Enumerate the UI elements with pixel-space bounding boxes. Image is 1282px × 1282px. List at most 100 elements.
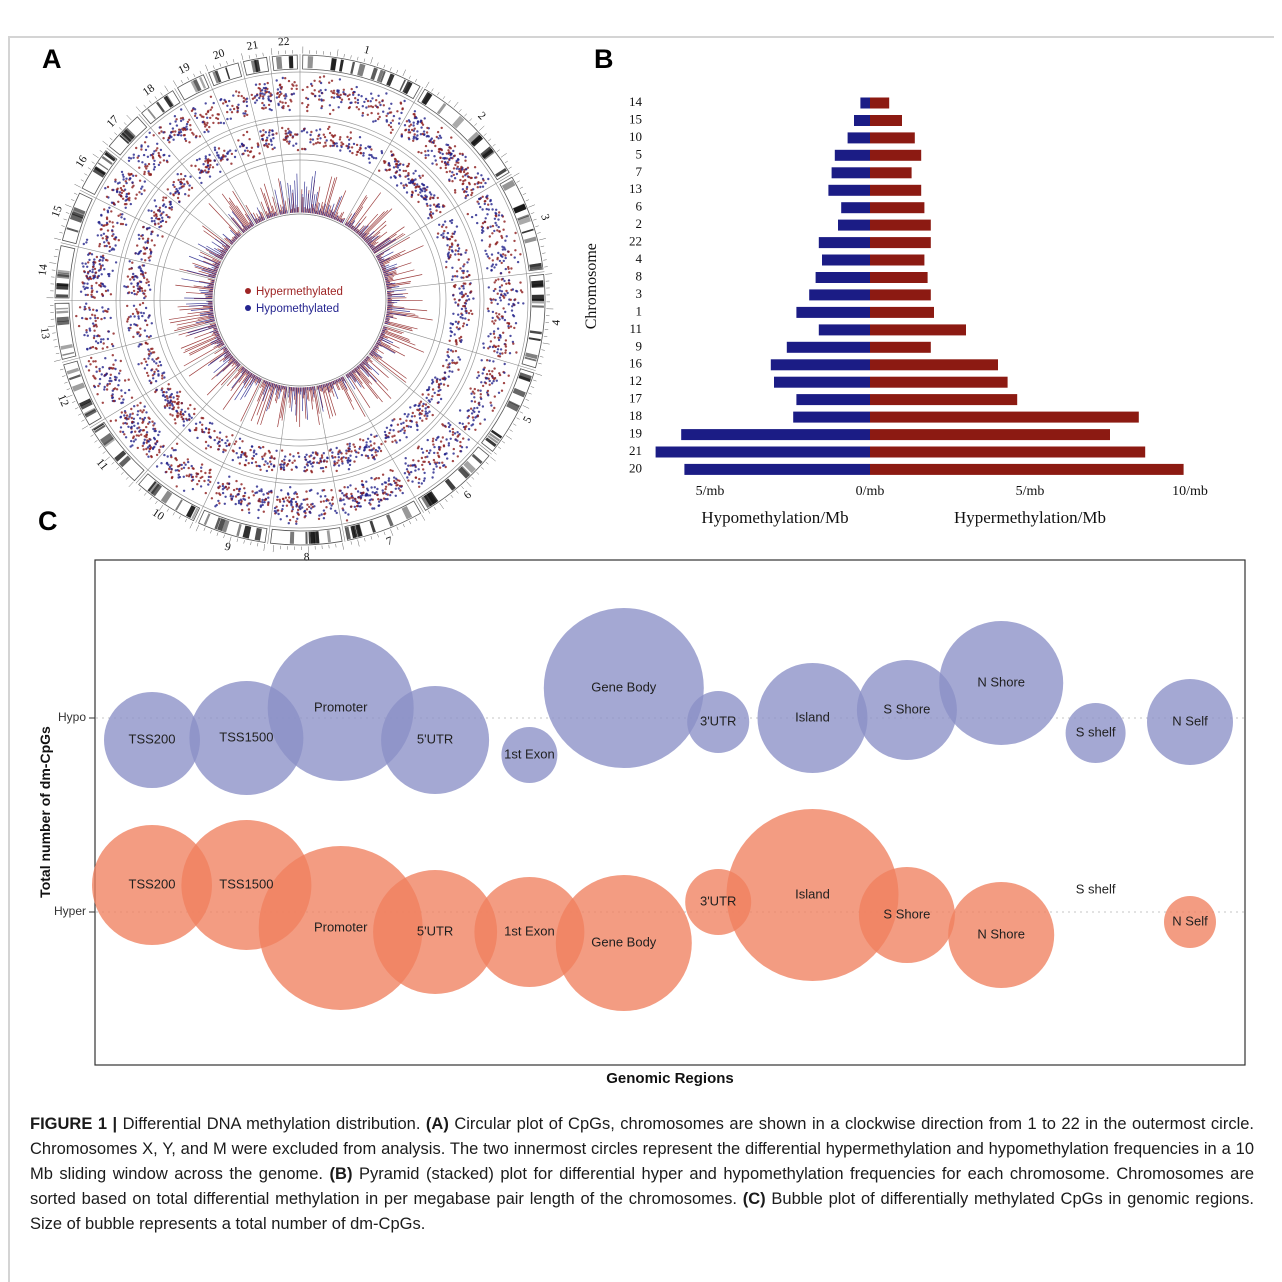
pyramid-bars (655, 97, 1184, 475)
bar-hyper-chr10 (870, 132, 915, 144)
caption-segment: (C) (742, 1190, 766, 1209)
bar-hyper-chr2 (870, 219, 931, 231)
bar-hypo-chr2 (838, 219, 870, 231)
bubble-label-hyper-5-utr: 5'UTR (417, 923, 453, 938)
bar-hyper-chr13 (870, 184, 922, 196)
methylation-frequency-spike-ring (168, 171, 433, 428)
svg-text:4: 4 (550, 319, 562, 326)
pyramid-row-label-1: 1 (636, 303, 643, 318)
pyramid-row-label-20: 20 (629, 460, 642, 475)
bar-hypo-chr3 (809, 289, 870, 301)
bubble-label-hypo-island: Island (795, 709, 830, 724)
scatter-ring-inner (123, 125, 475, 474)
pyramid-row-label-18: 18 (629, 408, 642, 423)
bubble-hypo-island (757, 663, 868, 773)
pyramid-row-label-6: 6 (636, 199, 643, 214)
legend-label: Hypomethylated (256, 303, 339, 315)
bar-hyper-chr14 (870, 97, 890, 109)
pyramid-row-label-12: 12 (629, 373, 642, 388)
bubble-label-hyper-tss200: TSS200 (129, 876, 176, 891)
svg-text:1: 1 (363, 44, 372, 57)
bubble-label-hypo-1st-exon: 1st Exon (504, 746, 555, 761)
bar-hyper-chr5 (870, 149, 922, 161)
pyramid-row-label-21: 21 (629, 443, 642, 458)
bubble-hyper-s-shore (858, 867, 955, 963)
bubble-hypo-promoter (267, 635, 414, 781)
bar-hypo-chr22 (818, 237, 870, 249)
scatter-ring-outer (75, 75, 525, 525)
bubble-labels-hypo: TSS200 TSS1500 Promoter 5'UTR 1st Exon Gene B… (129, 674, 1209, 761)
bar-hyper-chr15 (870, 115, 902, 126)
bar-hypo-chr15 (854, 115, 870, 126)
caption-segment: Differential DNA methylation distributio… (122, 1115, 426, 1133)
bubble-labels-hyper: TSS200 TSS1500 Promoter 5'UTR 1st Exon Gene B… (129, 876, 1209, 949)
svg-text:5: 5 (521, 414, 534, 425)
svg-text:13: 13 (38, 327, 51, 340)
bubble-label-hyper-s-shelf: S shelf (1076, 881, 1116, 896)
svg-text:9: 9 (223, 541, 232, 554)
legend-dot-hypomethylated (245, 305, 251, 311)
svg-text:11: 11 (94, 457, 110, 473)
bubbles-hypo (104, 608, 1233, 795)
svg-text:17: 17 (105, 113, 122, 130)
bubble-hyper-5-utr (373, 870, 498, 994)
pyramid-row-label-19: 19 (629, 426, 642, 441)
bar-hypo-chr17 (796, 394, 870, 406)
bar-hypo-chr8 (815, 272, 870, 283)
x-tick-label: 5/mb (1016, 484, 1045, 499)
bar-hypo-chr20 (684, 463, 870, 475)
bar-hyper-chr6 (870, 202, 925, 214)
bubble-hypo-3-utr (687, 691, 750, 753)
bubble-label-hypo-n-self: N Self (1172, 713, 1208, 728)
bubble-hyper-n-self (1164, 896, 1216, 948)
caption-segment: (B) (329, 1165, 353, 1184)
row-label-hypo: Hypo (58, 710, 86, 724)
svg-text:22: 22 (278, 36, 290, 49)
bar-hypo-chr19 (681, 429, 870, 441)
frame-border-top (8, 36, 1274, 38)
svg-text:18: 18 (141, 82, 158, 99)
coordinate-tick-ring (46, 46, 554, 554)
x-tick-label: 0/mb (856, 484, 885, 499)
bubble-row-labels: Hypo Hyper (54, 710, 95, 918)
bar-hyper-chr8 (870, 272, 928, 283)
y-axis-label: Chromosome (583, 243, 600, 329)
bubble-label-hypo-3-utr: 3'UTR (700, 713, 736, 728)
svg-text:15: 15 (50, 204, 65, 219)
svg-text:8: 8 (304, 551, 310, 563)
bar-hyper-chr7 (870, 167, 912, 179)
bubble-hypo-s-shore (856, 660, 957, 760)
bar-hypo-chr5 (834, 149, 870, 161)
pyramid-row-label-4: 4 (636, 251, 643, 266)
bubble-hyper-island (726, 809, 899, 981)
pyramid-row-label-8: 8 (636, 268, 643, 283)
pyramid-axis-labels: 5/mb 0/mb 5/mb 10/mb Chromosome Hypomethylati… (583, 243, 1208, 527)
pyramid-row-label-10: 10 (629, 129, 642, 144)
bubble-hyper-promoter (258, 846, 423, 1010)
bubble-hyper-n-shore (948, 882, 1055, 988)
panel-b-label: B (594, 44, 614, 74)
svg-text:10: 10 (150, 507, 166, 523)
bubble-label-hypo-tss1500: TSS1500 (219, 729, 273, 744)
x-tick-label: 5/mb (696, 484, 725, 499)
bar-hypo-chr9 (786, 341, 870, 353)
pyramid-row-label-9: 9 (636, 338, 643, 353)
pyramid-row-label-11: 11 (629, 321, 642, 336)
pyramid-row-label-15: 15 (629, 111, 642, 126)
bubble-hyper-tss200 (92, 825, 212, 945)
bubble-label-hyper-promoter: Promoter (314, 919, 368, 934)
pyramid-row-label-14: 14 (629, 94, 643, 109)
svg-text:2: 2 (475, 110, 488, 123)
bar-hyper-chr9 (870, 341, 931, 353)
pyramid-row-label-22: 22 (629, 234, 642, 249)
bar-hyper-chr18 (870, 411, 1139, 423)
circos-legend: Hypermethylated Hypomethylated (245, 286, 343, 315)
bar-hypo-chr14 (860, 97, 870, 109)
bubble-y-axis-label: Total number of dm-CpGs (37, 726, 53, 898)
bar-hyper-chr22 (870, 237, 931, 249)
svg-text:7: 7 (385, 535, 395, 548)
caption-segment: FIGURE 1 | (30, 1115, 123, 1133)
